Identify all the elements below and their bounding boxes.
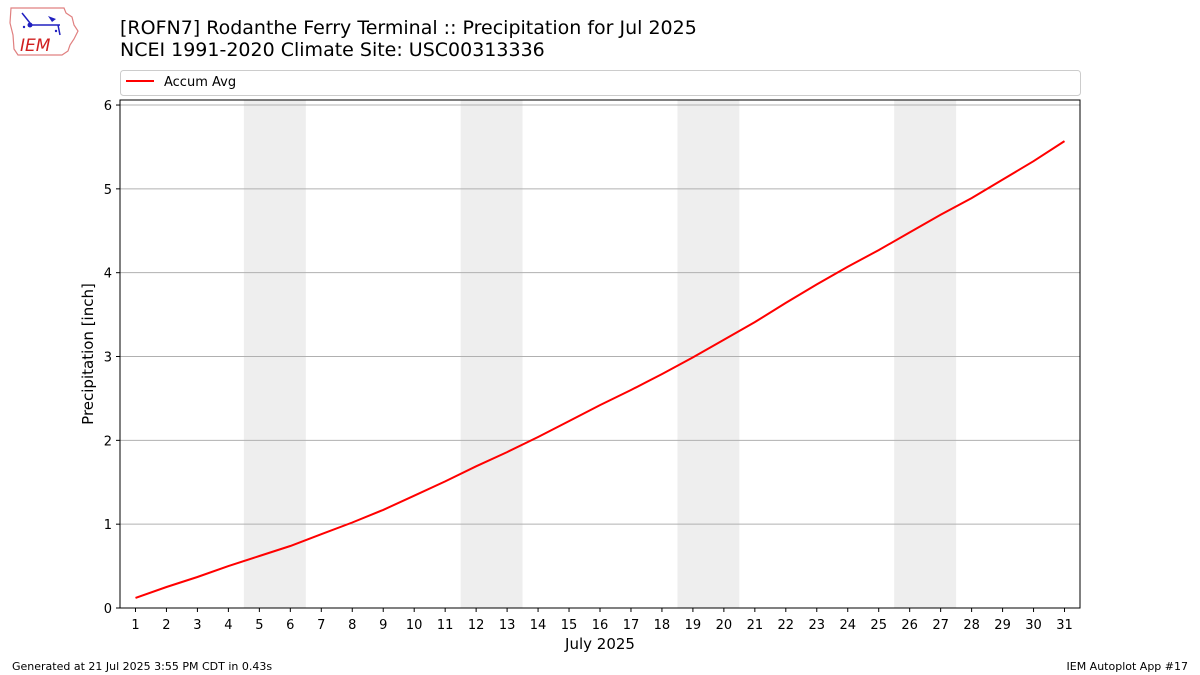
x-axis-label: July 2025 [564, 635, 635, 653]
x-tick-label: 5 [255, 618, 263, 633]
y-tick-label: 6 [104, 99, 112, 114]
chart-title-line2: NCEI 1991-2020 Climate Site: USC00313336 [120, 39, 545, 61]
x-tick-label: 25 [870, 618, 887, 633]
series-layer [135, 140, 1066, 599]
x-tick-label: 11 [437, 618, 454, 633]
x-tick-label: 9 [379, 618, 387, 633]
legend-label-accum-avg: Accum Avg [164, 75, 236, 90]
x-tick-label: 4 [224, 618, 232, 633]
weekend-bands [243, 100, 957, 608]
x-tick-label: 22 [778, 618, 795, 633]
x-tick-label: 10 [406, 618, 423, 633]
x-tick-label: 3 [193, 618, 201, 633]
app-label: IEM Autoplot App #17 [1066, 660, 1189, 673]
x-tick-label: 17 [623, 618, 640, 633]
y-tick-label: 4 [104, 267, 112, 282]
x-tick-label: 21 [747, 618, 764, 633]
x-tick-label: 13 [499, 618, 516, 633]
x-tick-label: 7 [317, 618, 325, 633]
x-tick-label: 24 [839, 618, 856, 633]
weekend-band [460, 100, 523, 608]
y-tick-label: 0 [104, 602, 112, 617]
x-tick-label: 15 [561, 618, 578, 633]
x-tick-label: 29 [994, 618, 1011, 633]
x-tick-label: 18 [654, 618, 671, 633]
legend: Accum Avg [120, 70, 1081, 96]
chart-title-line1: [ROFN7] Rodanthe Ferry Terminal :: Preci… [120, 17, 697, 39]
x-tick-label: 2 [162, 618, 170, 633]
x-tick-label: 6 [286, 618, 294, 633]
x-tick-label: 1 [131, 618, 139, 633]
weekend-band [894, 100, 957, 608]
x-tick-label: 19 [685, 618, 702, 633]
x-tick-label: 20 [716, 618, 733, 633]
y-tick-label: 3 [104, 351, 112, 366]
x-tick-label: 27 [932, 618, 949, 633]
generated-timestamp: Generated at 21 Jul 2025 3:55 PM CDT in … [12, 660, 273, 673]
chart-title: [ROFN7] Rodanthe Ferry Terminal :: Preci… [120, 17, 697, 61]
series-line-accum-avg [135, 140, 1066, 599]
x-tick-label: 31 [1056, 618, 1073, 633]
y-axis-ticks: 0 1 2 3 4 5 6 [104, 99, 120, 617]
x-tick-label: 30 [1025, 618, 1042, 633]
x-tick-label: 12 [468, 618, 485, 633]
y-tick-label: 1 [104, 518, 112, 533]
iem-logo-graphic: IEM [9, 7, 79, 56]
y-tick-label: 2 [104, 434, 112, 449]
y-tick-label: 5 [104, 183, 112, 198]
x-tick-label: 14 [530, 618, 547, 633]
x-tick-label: 23 [809, 618, 826, 633]
x-tick-label: 16 [592, 618, 609, 633]
x-tick-label: 26 [901, 618, 918, 633]
iem-logo: IEM [8, 5, 80, 59]
x-tick-label: 8 [348, 618, 356, 633]
x-axis-ticks: 1 2 3 4 5 6 7 8 9 10 11 12 13 14 15 16 17 18 19 20 21 22 23 24 2… [131, 608, 1073, 633]
iem-logo-text: IEM [20, 36, 51, 56]
y-axis-label: Precipitation [inch] [79, 283, 97, 425]
x-tick-label: 28 [963, 618, 980, 633]
weekend-band [243, 100, 306, 608]
weekend-band [677, 100, 740, 608]
legend-box [120, 70, 1081, 96]
